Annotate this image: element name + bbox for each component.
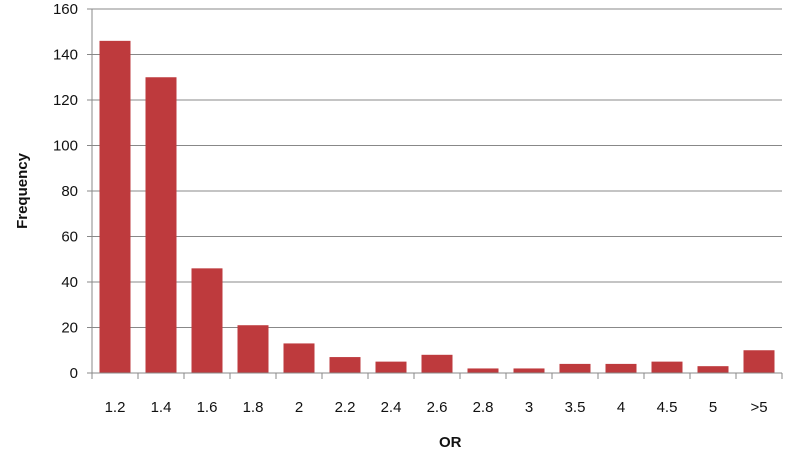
x-tick-label: 2.8 <box>473 399 494 416</box>
bar <box>559 363 591 373</box>
x-tick-label: 2.2 <box>335 399 356 416</box>
bar <box>651 361 683 373</box>
x-tick-label: 1.8 <box>243 399 264 416</box>
bar <box>375 361 407 373</box>
bar <box>99 40 131 373</box>
x-tick-label: 2.6 <box>427 399 448 416</box>
y-tick-label: 0 <box>70 365 78 382</box>
bar <box>191 268 223 373</box>
x-tick-label: 4.5 <box>657 399 678 416</box>
bar <box>467 368 499 373</box>
y-tick-labels: 0 20 40 60 80 100 120 140 160 <box>53 1 78 382</box>
y-tick-label: 20 <box>61 320 78 337</box>
y-tick-label: 100 <box>53 138 78 155</box>
x-axis-title: OR <box>439 434 462 450</box>
x-tick-label: 3 <box>525 399 533 416</box>
y-tick-label: 80 <box>61 183 78 200</box>
x-tick-labels: 1.2 1.4 1.6 1.8 2 2.2 2.4 2.6 2.8 3 3.5 4 4.5 5 >5 <box>105 399 768 416</box>
bar <box>513 368 545 373</box>
x-tick-label: 5 <box>709 399 717 416</box>
y-tick-label: 40 <box>61 274 78 291</box>
y-tick-label: 140 <box>53 47 78 64</box>
x-tick-label: 4 <box>617 399 625 416</box>
x-tick-label: 3.5 <box>565 399 586 416</box>
y-tick-label: 60 <box>61 229 78 246</box>
x-tick-label: >5 <box>750 399 767 416</box>
x-tick-label: 2 <box>295 399 303 416</box>
x-tick-label: 1.6 <box>197 399 218 416</box>
bar <box>283 343 315 373</box>
x-tick-label: 1.2 <box>105 399 126 416</box>
x-tick-label: 1.4 <box>151 399 172 416</box>
bars <box>99 40 775 373</box>
axes <box>87 8 783 379</box>
bar <box>697 366 729 373</box>
bar <box>605 363 637 373</box>
bar <box>237 325 269 373</box>
y-tick-label: 120 <box>53 92 78 109</box>
bar <box>145 77 177 373</box>
y-tick-label: 160 <box>53 1 78 18</box>
y-axis-title: Frequency <box>14 152 31 229</box>
bar <box>743 350 775 373</box>
bar <box>329 357 361 373</box>
bar <box>421 354 453 373</box>
x-tick-label: 2.4 <box>381 399 402 416</box>
